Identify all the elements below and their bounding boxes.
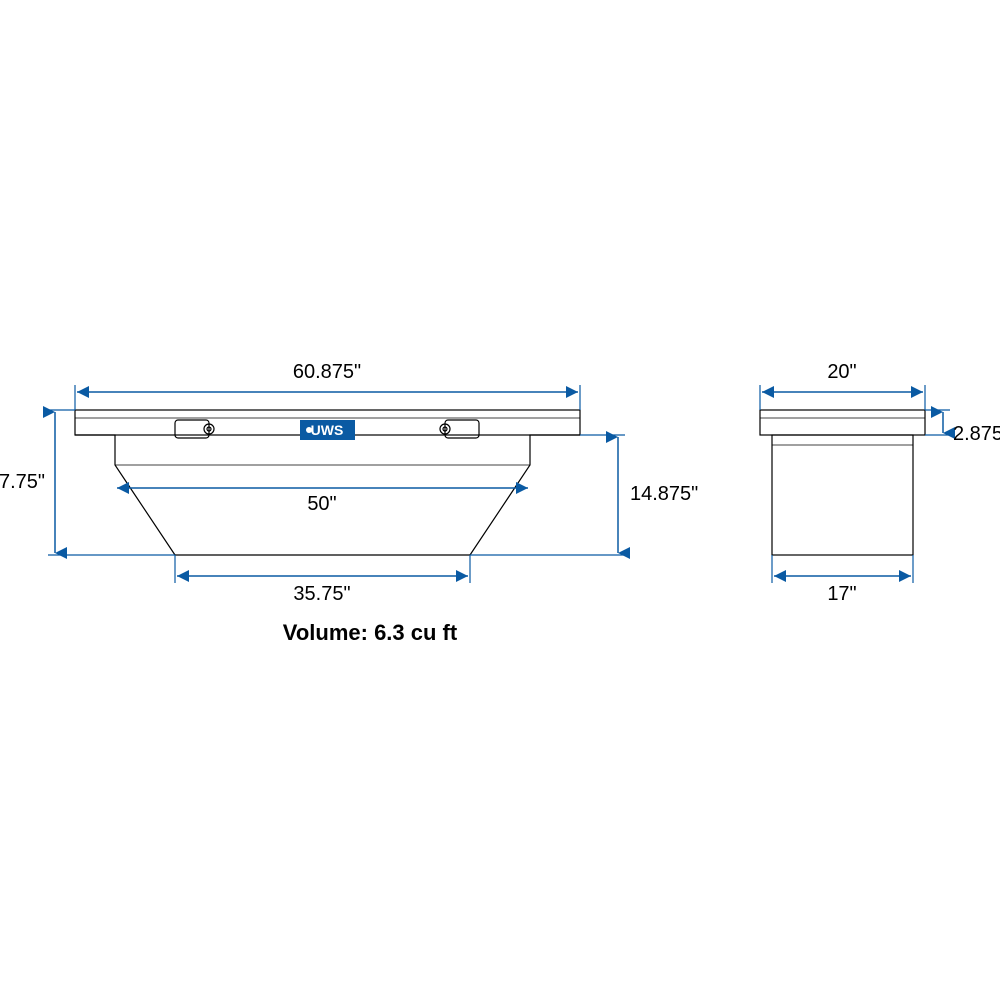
dim-overall-height: 17.75" — [0, 471, 45, 493]
brand-label: UWS — [311, 422, 344, 438]
dim-bottom-depth: 17" — [827, 583, 856, 605]
dim-bottom-width: 35.75" — [293, 583, 350, 605]
dim-mid-width: 50" — [307, 493, 336, 515]
dim-top-width: 60.875" — [293, 361, 361, 383]
dim-top-depth: 20" — [827, 361, 856, 383]
dim-inner-height: 14.875" — [630, 483, 698, 505]
dim-lid-height: 2.875" — [953, 423, 1000, 445]
volume-label: Volume: 6.3 cu ft — [283, 620, 458, 645]
